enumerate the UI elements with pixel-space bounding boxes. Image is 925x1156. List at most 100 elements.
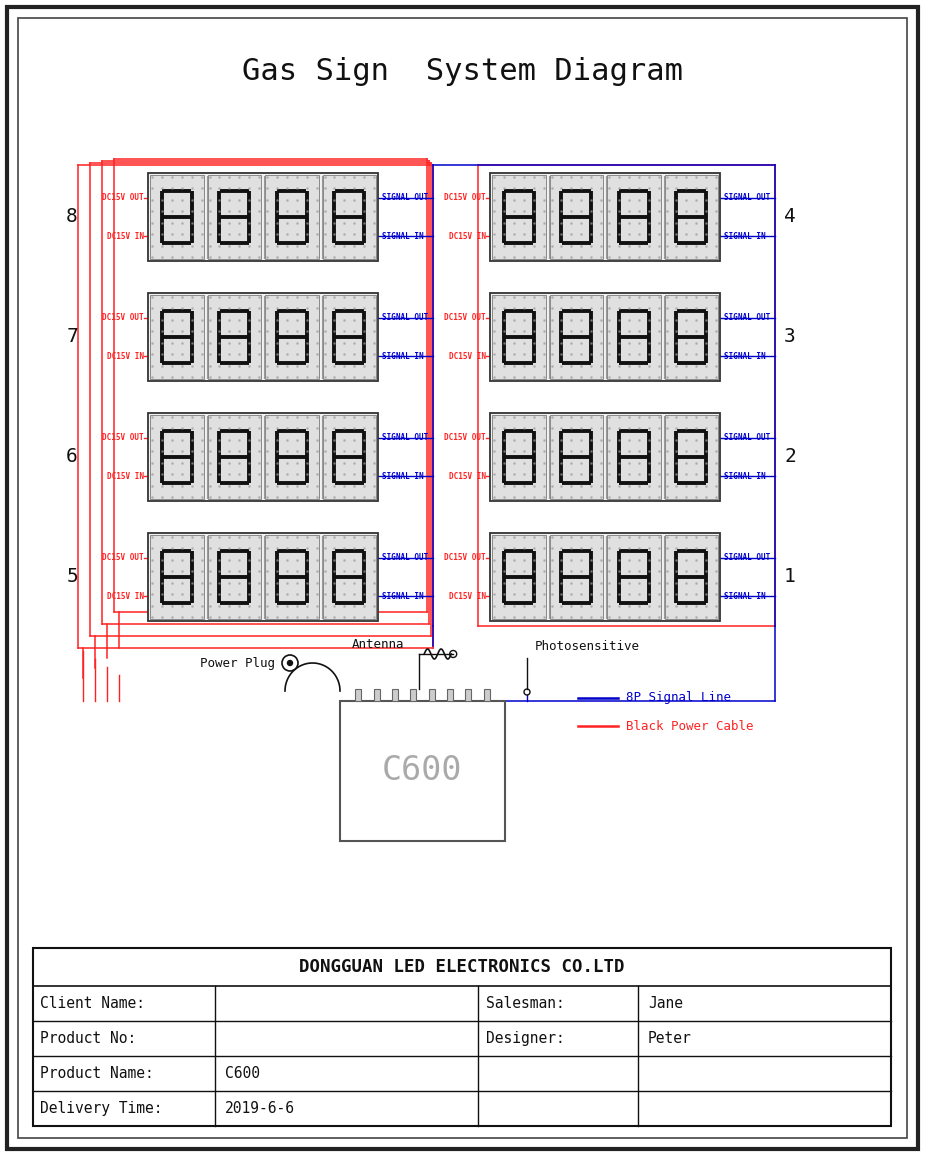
Circle shape [288, 660, 292, 666]
Bar [323, 415, 376, 499]
Bar [265, 295, 318, 379]
Text: SIGNAL OUT: SIGNAL OUT [382, 193, 428, 202]
Text: SIGNAL OUT: SIGNAL OUT [382, 434, 428, 442]
Text: 2: 2 [784, 447, 796, 467]
Text: DC15V IN: DC15V IN [107, 351, 144, 361]
Bar [265, 415, 318, 499]
Bar [265, 535, 318, 618]
Text: SIGNAL IN: SIGNAL IN [724, 472, 766, 481]
Text: Product No:: Product No: [40, 1031, 136, 1046]
Text: SIGNAL OUT: SIGNAL OUT [724, 553, 771, 562]
Text: DC15V OUT: DC15V OUT [444, 434, 486, 442]
Bar [490, 292, 720, 381]
Bar [549, 535, 603, 618]
Bar [207, 295, 261, 379]
Bar [492, 535, 546, 618]
Bar [411, 689, 416, 701]
Text: Black Power Cable: Black Power Cable [626, 719, 754, 733]
Bar [207, 535, 261, 618]
Text: SIGNAL IN: SIGNAL IN [382, 592, 424, 601]
Text: Designer:: Designer: [486, 1031, 565, 1046]
Bar [607, 175, 660, 259]
Text: SIGNAL OUT: SIGNAL OUT [724, 434, 771, 442]
Text: Peter: Peter [648, 1031, 692, 1046]
Text: 5: 5 [66, 568, 78, 586]
Bar [265, 175, 318, 259]
Bar [323, 535, 376, 618]
Text: SIGNAL IN: SIGNAL IN [382, 232, 424, 240]
Bar [207, 415, 261, 499]
Bar [549, 175, 603, 259]
Bar [490, 533, 720, 621]
Bar [664, 535, 718, 618]
Text: 1: 1 [784, 568, 796, 586]
Text: SIGNAL OUT: SIGNAL OUT [724, 193, 771, 202]
Text: DC15V IN: DC15V IN [107, 592, 144, 601]
Bar [148, 413, 378, 501]
Text: DC15V IN: DC15V IN [449, 351, 486, 361]
Text: Antenna: Antenna [352, 637, 404, 651]
Text: DC15V OUT: DC15V OUT [444, 193, 486, 202]
Bar [150, 295, 204, 379]
Bar [428, 689, 435, 701]
Text: C600: C600 [382, 755, 462, 787]
Text: 2019-6-6: 2019-6-6 [225, 1101, 295, 1116]
Bar [607, 295, 660, 379]
Bar [549, 295, 603, 379]
Bar [33, 948, 891, 1126]
Bar [664, 295, 718, 379]
Bar [148, 173, 378, 261]
Bar [340, 701, 505, 842]
Text: 4: 4 [784, 207, 796, 227]
Text: 6: 6 [66, 447, 78, 467]
Text: DONGGUAN LED ELECTRONICS CO.LTD: DONGGUAN LED ELECTRONICS CO.LTD [300, 958, 624, 976]
Text: Jane: Jane [648, 996, 683, 1012]
Bar [484, 689, 489, 701]
Text: DC15V IN: DC15V IN [449, 472, 486, 481]
Text: DC15V IN: DC15V IN [107, 472, 144, 481]
Text: 3: 3 [784, 327, 796, 347]
Bar [492, 415, 546, 499]
Bar [323, 175, 376, 259]
Text: DC15V OUT: DC15V OUT [103, 193, 144, 202]
Bar [664, 175, 718, 259]
Text: SIGNAL IN: SIGNAL IN [724, 592, 766, 601]
Bar [607, 415, 660, 499]
Bar [207, 175, 261, 259]
Text: 8P Signal Line: 8P Signal Line [626, 691, 731, 704]
Bar [664, 415, 718, 499]
Text: Client Name:: Client Name: [40, 996, 145, 1012]
Text: SIGNAL OUT: SIGNAL OUT [382, 553, 428, 562]
Text: SIGNAL IN: SIGNAL IN [382, 351, 424, 361]
Text: Gas Sign  System Diagram: Gas Sign System Diagram [241, 57, 683, 86]
Text: 8: 8 [66, 207, 78, 227]
Bar [490, 173, 720, 261]
Bar [355, 689, 362, 701]
Bar [148, 533, 378, 621]
Text: DC15V IN: DC15V IN [449, 592, 486, 601]
Text: Photosensitive: Photosensitive [535, 639, 640, 652]
Bar [549, 415, 603, 499]
Text: SIGNAL OUT: SIGNAL OUT [382, 313, 428, 323]
Text: DC15V IN: DC15V IN [449, 232, 486, 240]
Text: Delivery Time:: Delivery Time: [40, 1101, 163, 1116]
Text: Product Name:: Product Name: [40, 1066, 154, 1081]
Text: SIGNAL IN: SIGNAL IN [724, 232, 766, 240]
Text: SIGNAL IN: SIGNAL IN [724, 351, 766, 361]
Bar [492, 175, 546, 259]
Text: 7: 7 [66, 327, 78, 347]
Text: Power Plug: Power Plug [200, 657, 275, 669]
Text: C600: C600 [225, 1066, 260, 1081]
Bar [148, 292, 378, 381]
Text: Salesman:: Salesman: [486, 996, 565, 1012]
Text: DC15V OUT: DC15V OUT [103, 553, 144, 562]
Text: DC15V IN: DC15V IN [107, 232, 144, 240]
Bar [323, 295, 376, 379]
Bar [492, 295, 546, 379]
Bar [374, 689, 379, 701]
Bar [150, 175, 204, 259]
Bar [607, 535, 660, 618]
Text: SIGNAL OUT: SIGNAL OUT [724, 313, 771, 323]
Text: SIGNAL IN: SIGNAL IN [382, 472, 424, 481]
Bar [150, 415, 204, 499]
